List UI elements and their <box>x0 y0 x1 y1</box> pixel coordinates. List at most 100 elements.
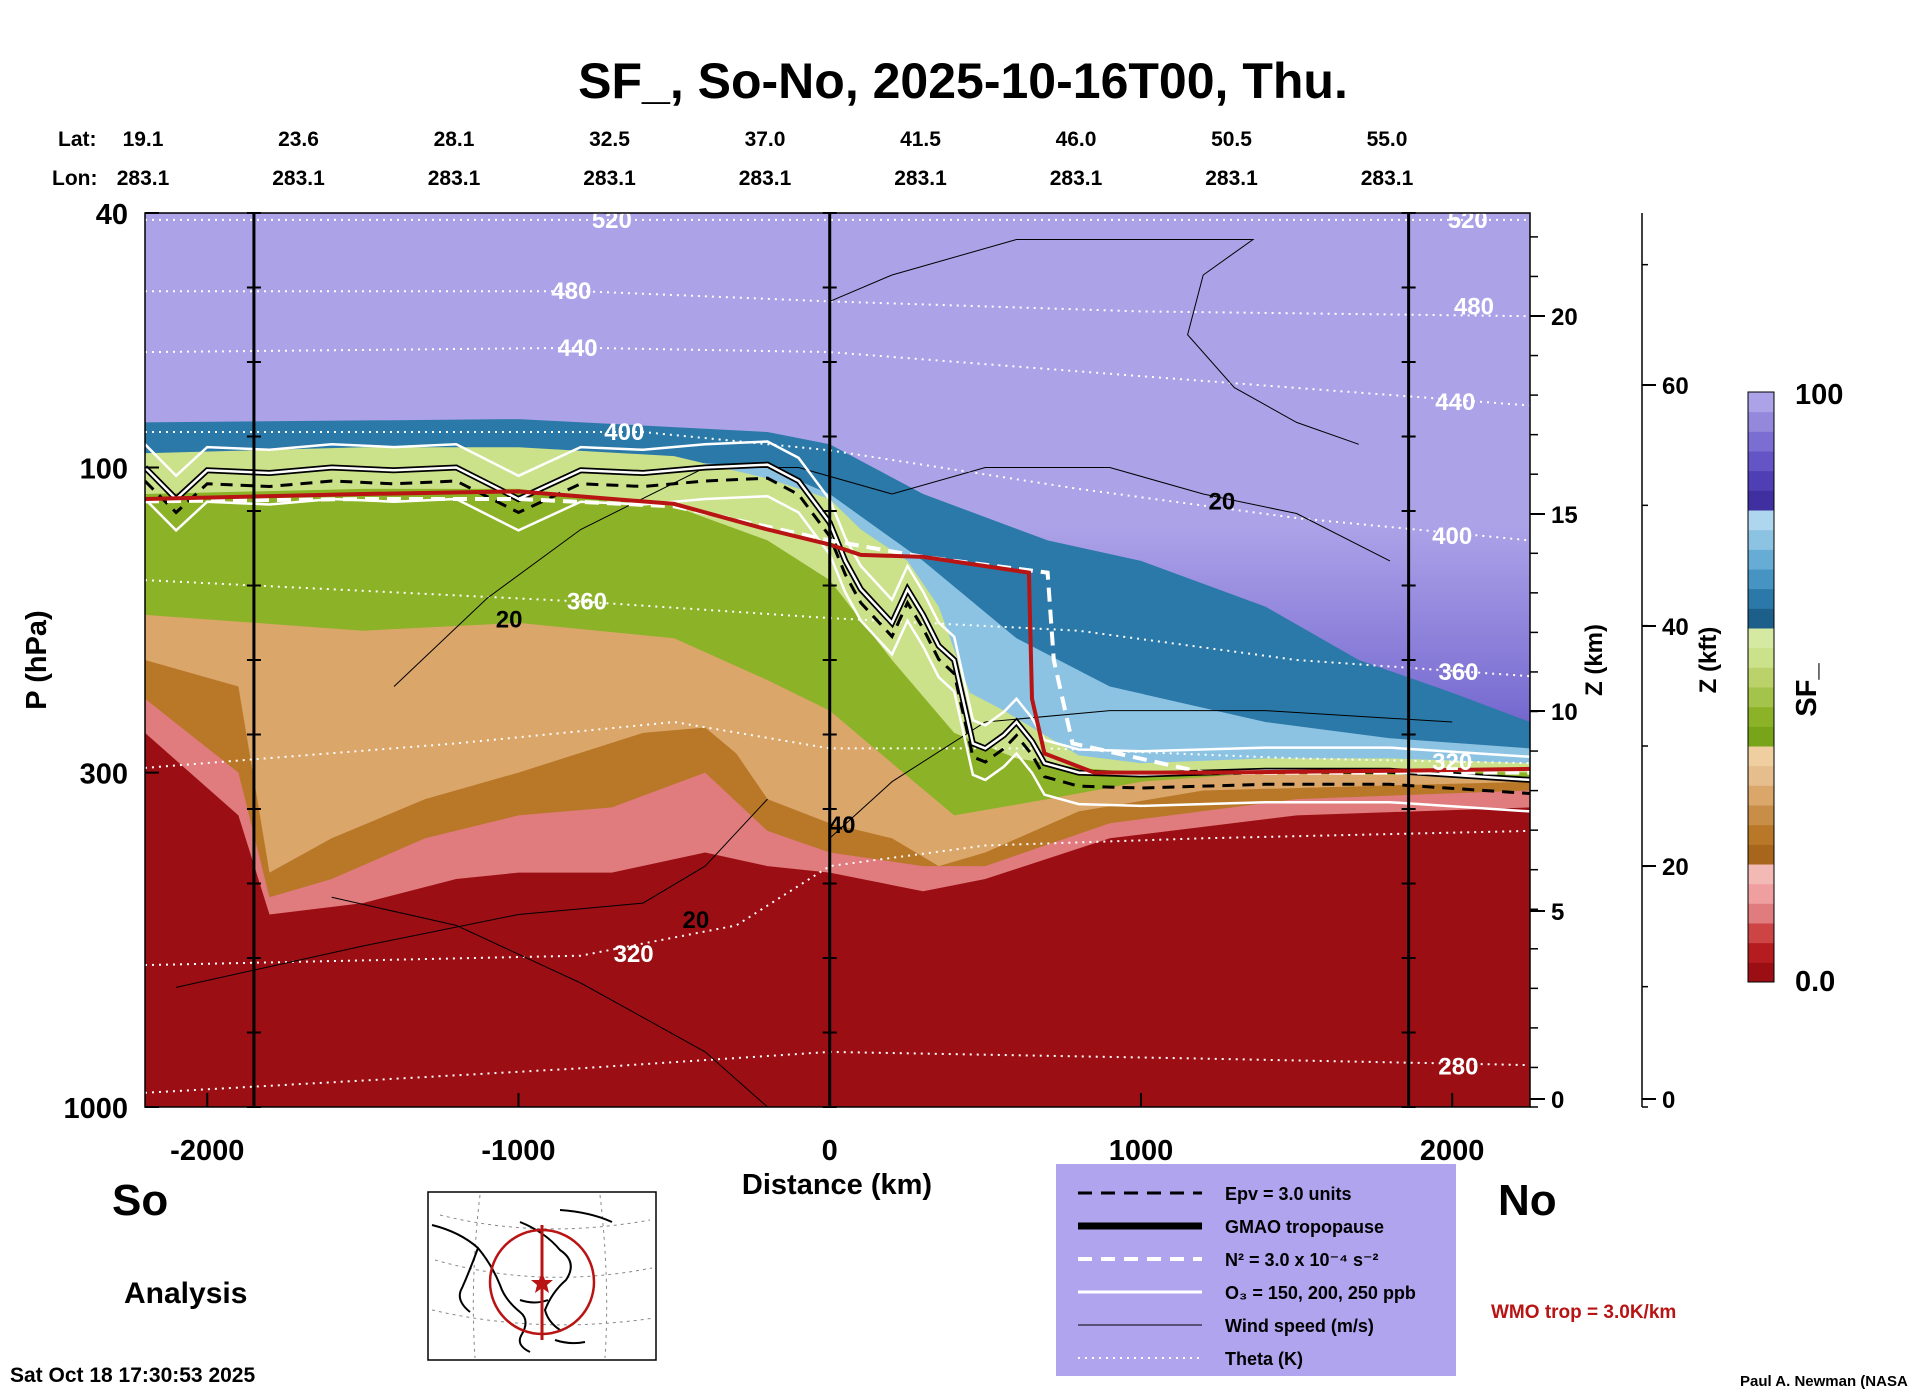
contour-labels: 520 520 480 480 440 440 400 400 360 360 320 320 280 2… <box>496 213 1494 1080</box>
lat-value: 23.6 <box>278 128 319 151</box>
legend-item: Theta (K) <box>1078 1349 1303 1369</box>
wmo-trop-label: WMO trop = 3.0K/km <box>1491 1302 1676 1323</box>
sf-band-darkred <box>145 732 1530 1107</box>
x-tick-label: 1000 <box>1109 1135 1174 1167</box>
legend-item: N² = 3.0 x 10⁻⁴ s⁻² <box>1078 1250 1378 1270</box>
lat-value: 28.1 <box>434 128 475 151</box>
legend-label: Wind speed (m/s) <box>1225 1316 1374 1336</box>
x-tick-label: -1000 <box>481 1135 555 1167</box>
y-tick-label: 300 <box>80 759 128 791</box>
lat-lon-labels: 19.1 283.1 23.6 283.1 28.1 283.1 32.5 283.1 37.0… <box>117 128 1414 190</box>
x-tick-label: -2000 <box>170 1135 244 1167</box>
lat-value: 46.0 <box>1056 128 1097 151</box>
z-kft-axis-label: Z (kft) <box>1695 627 1722 694</box>
lon-value: 283.1 <box>117 167 170 190</box>
lon-value: 283.1 <box>1050 167 1103 190</box>
vertical-reference-lines <box>246 212 1416 1108</box>
theta-label: 480 <box>551 278 591 305</box>
wind-label: 40 <box>829 812 856 839</box>
wind-contour <box>175 798 768 988</box>
z-km-tick-label: 20 <box>1551 304 1578 331</box>
wind-contour <box>331 896 768 1107</box>
epv-line <box>145 476 1530 795</box>
lat-row-label: Lat: <box>58 128 97 151</box>
theta-label: 480 <box>1454 293 1494 320</box>
legend-item: Epv = 3.0 units <box>1078 1184 1352 1204</box>
lon-value: 283.1 <box>1205 167 1258 190</box>
timestamp: Sat Oct 18 17:30:53 2025 <box>10 1364 255 1387</box>
theta-contours <box>145 218 1530 1094</box>
colorbar-swatch <box>1748 451 1774 472</box>
plot-frame <box>144 212 1531 1108</box>
colorbar-title: SF_ <box>1791 663 1823 717</box>
colorbar-swatch <box>1748 569 1774 590</box>
lat-value: 37.0 <box>745 128 786 151</box>
legend-label: GMAO tropopause <box>1225 1217 1384 1237</box>
theta-label: 360 <box>567 588 607 615</box>
y-axis-label: P (hPa) <box>21 610 53 709</box>
legend-item: Wind speed (m/s) <box>1078 1316 1374 1336</box>
theta-label: 440 <box>558 335 598 362</box>
legend-box <box>1056 1164 1456 1376</box>
wind-contour <box>829 239 1359 445</box>
colorbar-swatch <box>1748 844 1774 865</box>
colorbar <box>1747 391 1775 983</box>
theta-label: 280 <box>1438 1053 1478 1080</box>
colorbar-swatch <box>1748 746 1774 767</box>
z-kft-tick-label: 40 <box>1662 614 1689 641</box>
wind-contours <box>175 239 1453 1107</box>
map-center-star <box>531 1272 553 1293</box>
inset-map <box>427 1191 657 1361</box>
theta-label: 320 <box>1432 749 1472 776</box>
legend-label: N² = 3.0 x 10⁻⁴ s⁻² <box>1225 1250 1378 1270</box>
legend-label: O₃ = 150, 200, 250 ppb <box>1225 1283 1416 1303</box>
z-km-tick-label: 0 <box>1551 1087 1564 1114</box>
colorbar-swatch <box>1748 529 1774 550</box>
colorbar-swatch <box>1748 962 1774 983</box>
z-km-tick-label: 10 <box>1551 699 1578 726</box>
lon-value: 283.1 <box>739 167 792 190</box>
lon-value: 283.1 <box>428 167 481 190</box>
theta-label: 440 <box>1435 389 1475 416</box>
colorbar-swatch <box>1748 549 1774 570</box>
colorbar-swatch <box>1748 510 1774 531</box>
y-tick-label: 100 <box>80 453 128 485</box>
x-axis-label: Distance (km) <box>742 1169 932 1201</box>
theta-label: 400 <box>604 419 644 446</box>
lon-value: 283.1 <box>894 167 947 190</box>
analysis-label: Analysis <box>124 1277 247 1310</box>
legend-item: O₃ = 150, 200, 250 ppb <box>1078 1283 1416 1303</box>
x-tick-label: 0 <box>822 1135 838 1167</box>
theta-label: 320 <box>614 941 654 968</box>
o3-line <box>145 494 1530 813</box>
legend-label: Theta (K) <box>1225 1349 1303 1369</box>
colorbar-swatch <box>1748 470 1774 491</box>
colorbar-swatch <box>1748 392 1774 413</box>
tropopause-lines <box>145 440 1530 813</box>
y-tick-label: 1000 <box>63 1093 128 1125</box>
colorbar-swatch <box>1748 667 1774 688</box>
z-kft-tick-label: 60 <box>1662 373 1689 400</box>
lat-value: 19.1 <box>123 128 164 151</box>
z-km-tick-label: 5 <box>1551 899 1564 926</box>
o3-line <box>145 463 1530 782</box>
credit: Paul A. Newman (NASA <box>1740 1373 1908 1390</box>
x-tick-label: 2000 <box>1420 1135 1485 1167</box>
reference-line <box>1401 212 1416 1108</box>
lon-value: 283.1 <box>272 167 325 190</box>
wind-label: 20 <box>683 907 710 934</box>
colorbar-swatch <box>1748 903 1774 924</box>
colorbar-swatch <box>1748 431 1774 452</box>
z-km-tick-label: 15 <box>1551 502 1578 529</box>
z-km-axis-label: Z (km) <box>1581 624 1608 696</box>
y-tick-label: 40 <box>96 199 128 231</box>
colorbar-swatch <box>1748 785 1774 806</box>
colorbar-swatch <box>1748 726 1774 747</box>
map-coastlines <box>431 1209 613 1353</box>
z-kft-tick-label: 20 <box>1662 854 1689 881</box>
legend: Epv = 3.0 units GMAO tropopause N² = 3.0 x… <box>1056 1164 1456 1376</box>
colorbar-min-label: 0.0 <box>1795 966 1835 998</box>
lat-value: 32.5 <box>589 128 630 151</box>
lon-value: 283.1 <box>583 167 636 190</box>
colorbar-swatch <box>1748 923 1774 944</box>
